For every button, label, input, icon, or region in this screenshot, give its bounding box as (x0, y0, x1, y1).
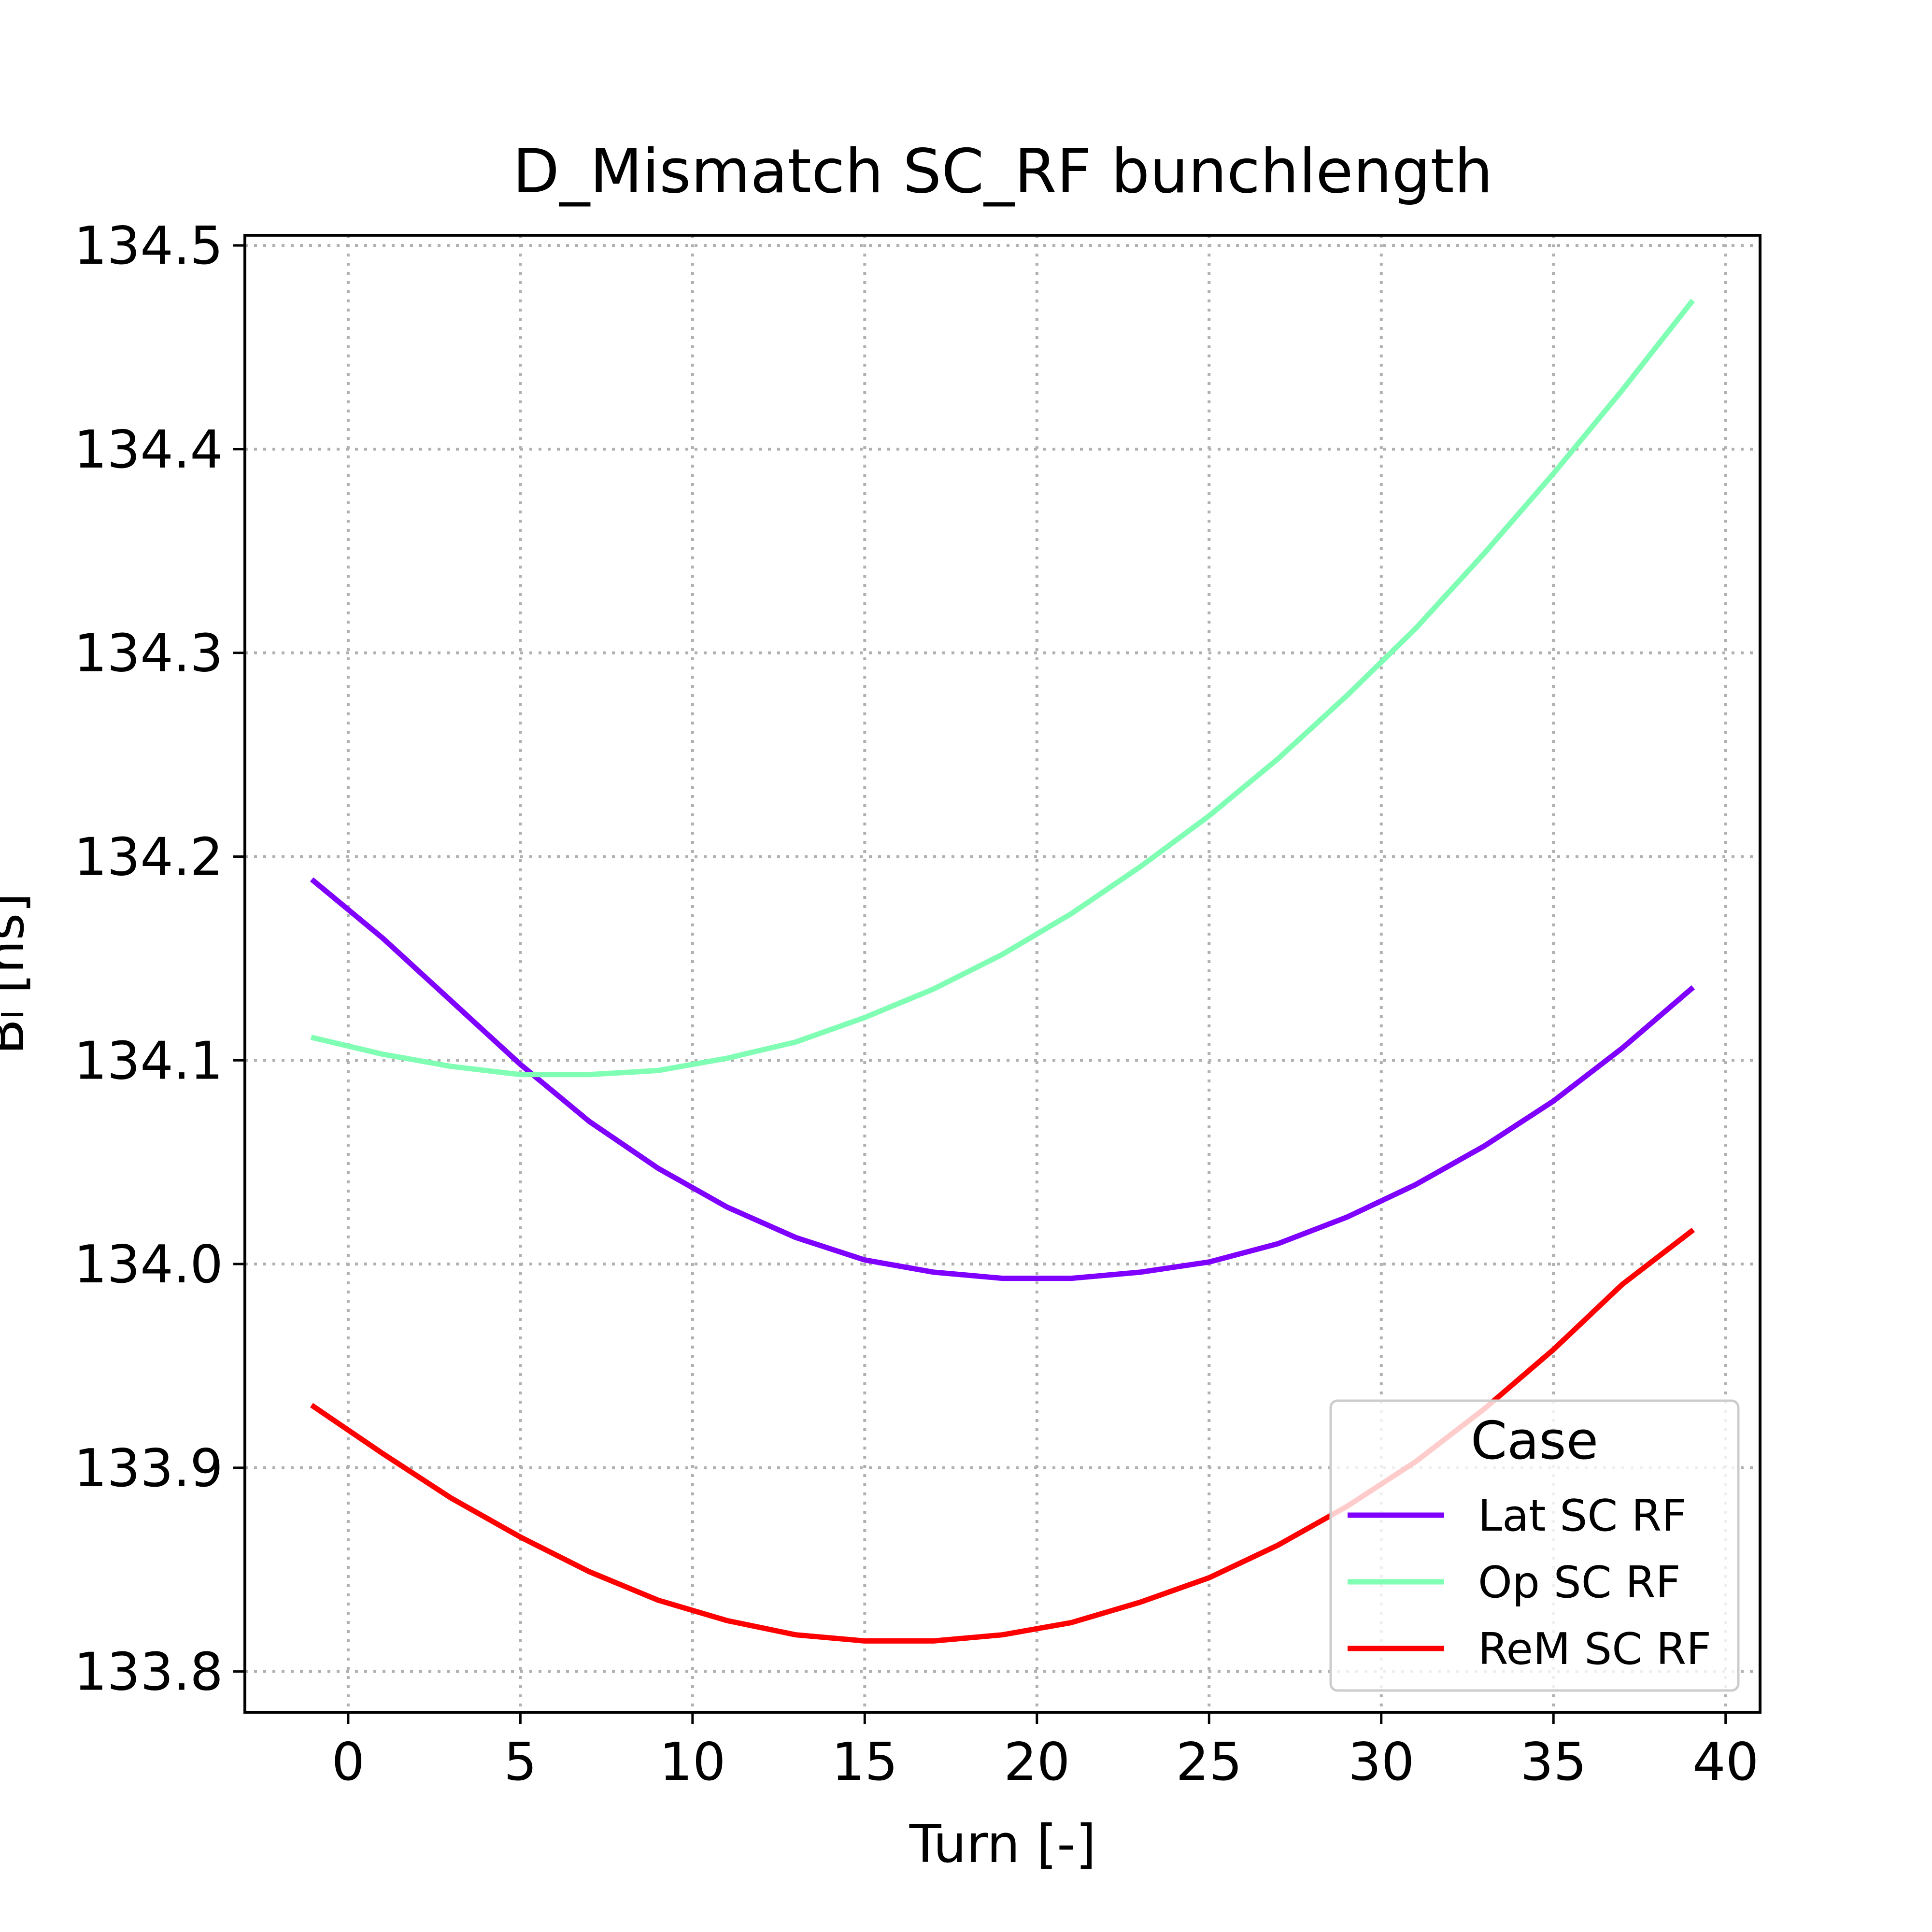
y-axis-label: Bₗ [ns] (0, 893, 36, 1054)
x-axis-label: Turn [-] (909, 1814, 1096, 1875)
chart-title: D_Mismatch SC_RF bunchlength (512, 136, 1492, 207)
legend-box (1329, 1399, 1740, 1692)
x-tick-label: 5 (504, 1732, 537, 1792)
legend-label: ReM SC RF (1478, 1624, 1711, 1675)
x-tick-label: 15 (832, 1732, 898, 1792)
y-tick-label: 134.1 (74, 1031, 223, 1091)
legend: Case Lat SC RF Op SC RF ReM SC RF (1329, 1399, 1740, 1692)
legend-entries: Lat SC RF Op SC RF ReM SC RF (1348, 1491, 1711, 1675)
plot-frame (243, 234, 1762, 1714)
series-line-1 (310, 877, 1695, 1281)
legend-label: Op SC RF (1478, 1557, 1680, 1608)
y-tick-label: 133.9 (74, 1438, 223, 1499)
y-tick-label: 134.3 (74, 624, 223, 684)
x-tick-label: 0 (332, 1732, 365, 1792)
x-tick-label: 10 (659, 1732, 725, 1792)
x-tick-label: 30 (1348, 1732, 1414, 1792)
y-tick-label: 134.4 (74, 420, 223, 480)
y-tick-label: 133.8 (74, 1642, 223, 1703)
x-tick-label: 25 (1176, 1732, 1242, 1792)
series-line-2 (310, 298, 1695, 1078)
x-tick-label: 20 (1004, 1732, 1070, 1792)
x-axis-ticks: 0 5 10 15 20 25 30 35 40 (332, 1712, 1759, 1792)
x-tick-label: 35 (1520, 1732, 1587, 1792)
x-tick-label: 40 (1692, 1732, 1759, 1792)
y-axis-ticks: 133.8 133.9 134.0 134.1 134.2 134.3 134.4 134.5 (74, 216, 245, 1703)
y-tick-label: 134.2 (74, 827, 223, 887)
legend-label: Lat SC RF (1478, 1491, 1687, 1541)
y-tick-label: 134.5 (74, 216, 223, 276)
y-tick-label: 134.0 (74, 1235, 223, 1295)
legend-title: Case (1471, 1411, 1598, 1471)
